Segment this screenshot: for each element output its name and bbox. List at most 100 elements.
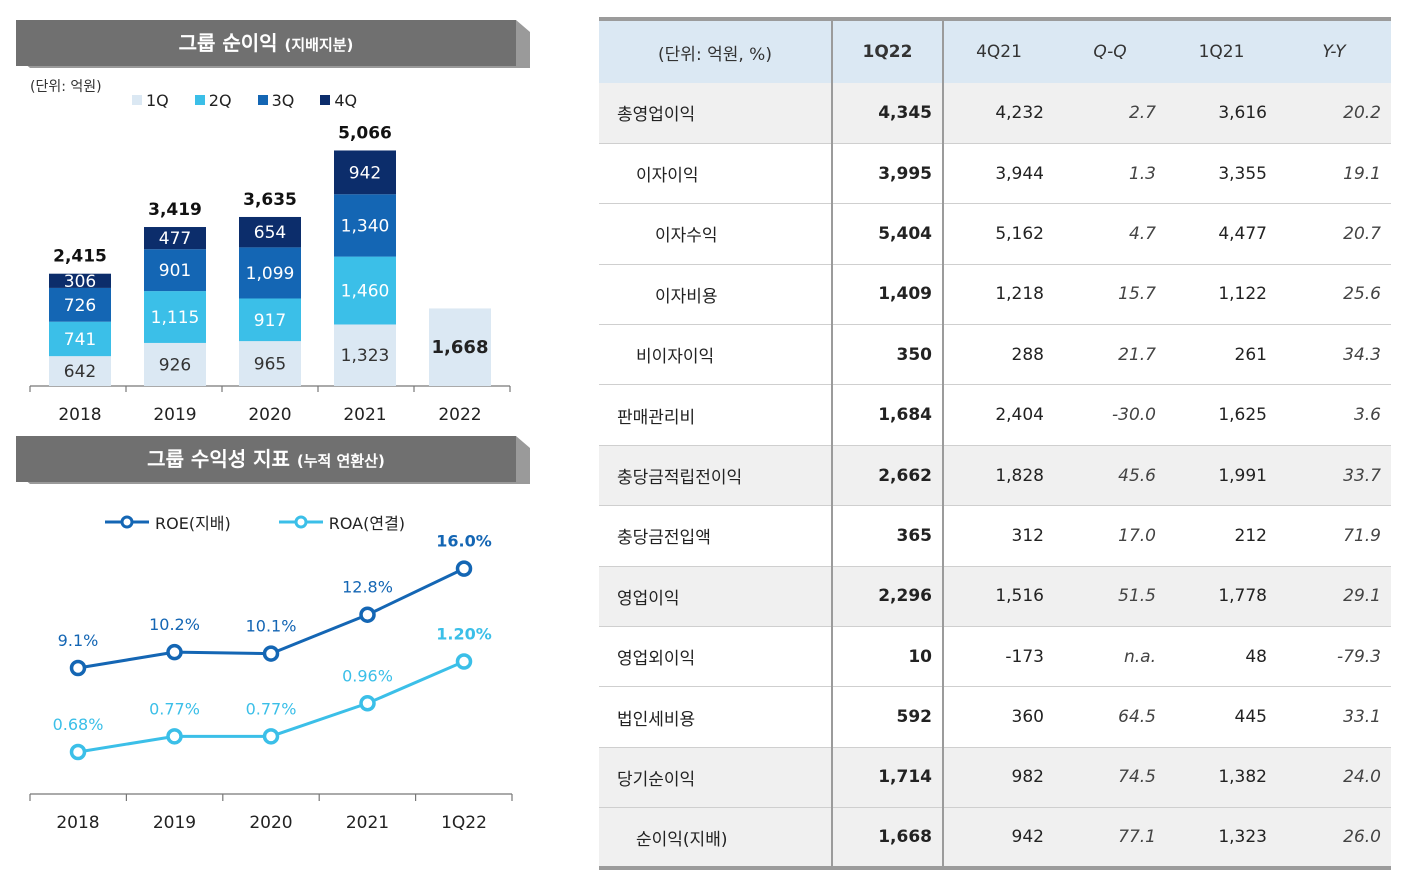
row-cell: 4,477	[1166, 203, 1277, 265]
header-qq: Q-Q	[1054, 17, 1166, 83]
row-cell: 592	[832, 686, 944, 748]
bar-segment-label: 926	[159, 355, 191, 375]
line-point-label: 16.0%	[436, 532, 492, 551]
profitability-title-main: 그룹 수익성 지표	[147, 447, 290, 471]
bar-segment-2018-2q	[49, 321, 111, 357]
row-cell: 3,355	[1166, 143, 1277, 205]
line-point-label: 10.2%	[149, 615, 200, 634]
legend-item-2q: 2Q	[194, 90, 232, 110]
row-cell: 1,714	[832, 747, 944, 809]
row-cell: 5,162	[943, 203, 1054, 265]
row-cell: 261	[1166, 324, 1277, 386]
bar-segment-2021-1q	[334, 324, 396, 386]
income-table-wrapper: (단위: 억원, %) 1Q22 4Q21 Q-Q 1Q21 Y-Y 총영업이익…	[599, 17, 1391, 871]
bar-segment-2020-4q	[239, 216, 301, 248]
legend-swatch-2q	[194, 95, 205, 105]
line-point-roe	[69, 659, 87, 677]
profitability-banner: 그룹 수익성 지표 (누적 연환산)	[16, 436, 530, 484]
row-cell: 4,345	[832, 83, 944, 144]
bar-segment-2019-2q	[144, 291, 206, 343]
line-point-roe	[455, 560, 473, 577]
row-cell: 288	[943, 324, 1054, 386]
row-cell: 77.1	[1054, 807, 1166, 871]
line-point-roe	[262, 645, 280, 662]
legend-swatch-3q	[257, 95, 268, 105]
bar-segment-label: 1,115	[151, 308, 200, 328]
table-row: 이자비용 1,409 1,218 15.7 1,122 25.6	[599, 264, 1391, 326]
row-label: 비이자이익	[599, 324, 833, 386]
banner-shape	[16, 20, 530, 68]
row-cell: 15.7	[1054, 264, 1166, 326]
stacked-bar-chart: 642 741 726 306 2,415 2018 926 1,115 901 477 3,419…	[29, 123, 511, 425]
line-point-roe	[359, 606, 376, 623]
row-cell: n.a.	[1054, 626, 1166, 688]
header-1q22: 1Q22	[832, 17, 944, 83]
header-yy: Y-Y	[1277, 17, 1391, 83]
row-cell: 33.7	[1277, 445, 1391, 507]
bar-segment-label: 306	[64, 272, 96, 292]
row-cell: 2.7	[1054, 83, 1166, 144]
bar-segment-label: 654	[254, 223, 286, 243]
bar-segment-2019-1q	[144, 342, 206, 386]
net-income-title-main: 그룹 순이익	[178, 31, 278, 55]
table-row: 이자이익 3,995 3,944 1.3 3,355 19.1	[599, 143, 1391, 205]
line-point-roa	[69, 743, 87, 761]
bar-segment-2019-3q	[144, 249, 206, 292]
bar-total-label: 2,415	[53, 247, 107, 267]
row-cell: 45.6	[1054, 445, 1166, 507]
bar-segment-label: 965	[254, 355, 286, 375]
table-row: 충당금전입액 365 312 17.0 212 71.9	[599, 505, 1391, 567]
line-category-label: 2020	[249, 813, 292, 833]
table-row: 총영업이익 4,345 4,232 2.7 3,616 20.2	[599, 83, 1391, 144]
bar-segment-2019-4q	[144, 227, 206, 250]
legend-marker-roe	[105, 515, 149, 529]
legend-label-1q: 1Q	[146, 90, 169, 110]
row-cell: 1,122	[1166, 264, 1277, 326]
line-point-label: 0.77%	[149, 699, 200, 718]
row-label: 영업이익	[599, 566, 833, 628]
bar-category-label: 2019	[153, 405, 196, 425]
profitability-line-chart: 9.1% 10.2% 10.1% 12.8% 16.0% 0.68% 0.77% 0.77% 0…	[29, 532, 513, 833]
row-cell: 21.7	[1054, 324, 1166, 386]
line-point-label: 9.1%	[58, 631, 99, 650]
row-cell: 20.7	[1277, 203, 1391, 265]
bar-segment-2018-3q	[49, 287, 111, 322]
line-category-label: 2019	[153, 813, 196, 833]
row-label: 법인세비용	[599, 686, 833, 748]
row-cell: 312	[943, 505, 1054, 567]
legend-label-roe: ROE(지배)	[155, 514, 231, 533]
row-cell: 24.0	[1277, 747, 1391, 809]
row-cell: 365	[832, 505, 944, 567]
line-legend: ROE(지배) ROA(연결)	[105, 510, 405, 534]
bar-segment-label: 1,340	[341, 216, 390, 236]
row-label: 이자비용	[599, 264, 833, 326]
bar-segment-label: 477	[159, 229, 191, 249]
row-cell: 17.0	[1054, 505, 1166, 567]
legend-item-3q: 3Q	[257, 90, 295, 110]
legend-swatch-4q	[320, 95, 331, 105]
line-point-roa	[455, 653, 473, 670]
header-4q21: 4Q21	[943, 17, 1054, 83]
banner-shape	[16, 436, 530, 484]
row-cell: 74.5	[1054, 747, 1166, 809]
row-cell: 1.3	[1054, 143, 1166, 205]
line-point-label: 0.77%	[246, 699, 297, 718]
row-label: 영업외이익	[599, 626, 833, 688]
bar-segment-label: 901	[159, 261, 191, 281]
line-point-roa	[262, 728, 280, 745]
legend-label-3q: 3Q	[271, 90, 295, 110]
legend-swatch-1q	[132, 95, 142, 105]
row-cell: 25.6	[1277, 264, 1391, 326]
legend-marker-roa	[278, 515, 323, 529]
profitability-title: 그룹 수익성 지표 (누적 연환산)	[16, 436, 516, 482]
header-unit: (단위: 억원, %)	[599, 17, 833, 83]
bar-segment-2020-1q	[239, 341, 301, 386]
row-cell: 1,382	[1166, 747, 1277, 809]
row-cell: 4.7	[1054, 203, 1166, 265]
bar-category-label: 2022	[438, 405, 481, 425]
row-cell: 445	[1166, 686, 1277, 748]
bar-total-label: 3,419	[148, 200, 202, 220]
legend-label-roa: ROA(연결)	[328, 514, 406, 533]
profitability-title-sub: (누적 연환산)	[296, 452, 385, 470]
row-cell: 34.3	[1277, 324, 1391, 386]
